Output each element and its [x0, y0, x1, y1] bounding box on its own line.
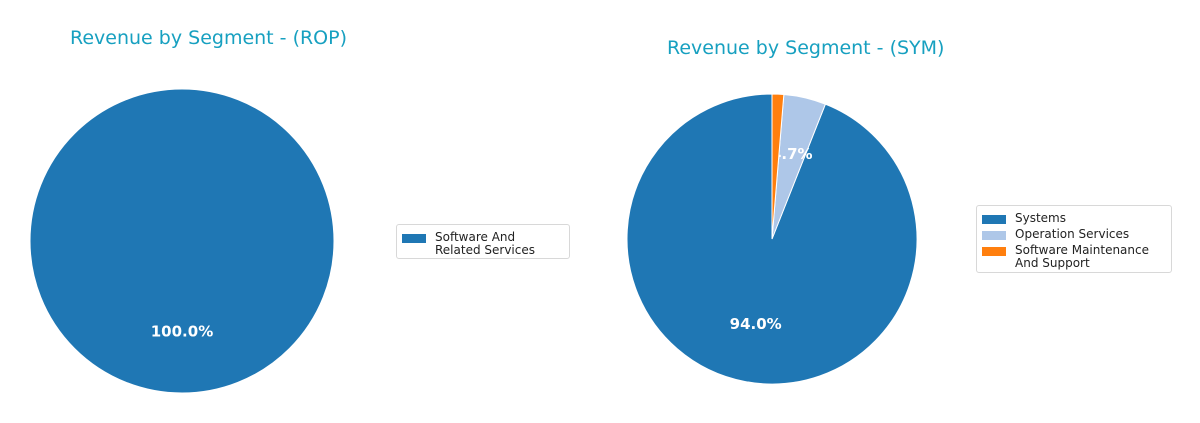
legend-item: Operation Services	[982, 228, 1166, 241]
legend-swatch	[402, 234, 426, 243]
legend-label: Systems	[1015, 211, 1066, 225]
slice-percent-label: 4.7%	[771, 145, 813, 163]
legend-swatch	[982, 231, 1006, 240]
legend-label: Operation Services	[1015, 227, 1130, 241]
legend-swatch	[982, 247, 1006, 256]
legend-label: Software And Related Services	[435, 230, 535, 257]
legend-rop: Software And Related Services	[396, 224, 570, 259]
legend-item: Software And Related Services	[402, 231, 564, 257]
legend-sym: Systems Operation Services Software Main…	[976, 205, 1172, 273]
legend-swatch	[982, 215, 1006, 224]
legend-item: Software Maintenance And Support	[982, 244, 1166, 270]
legend-item: Systems	[982, 212, 1166, 225]
pie-slice	[771, 93, 785, 240]
chart-title-rop: Revenue by Segment - (ROP)	[70, 27, 348, 49]
chart-title-sym: Revenue by Segment - (SYM)	[667, 37, 945, 59]
legend-label: Software Maintenance And Support	[1015, 243, 1149, 270]
pie-slice	[29, 88, 335, 394]
slice-percent-label: 100.0%	[151, 323, 213, 341]
slice-percent-label: 94.0%	[730, 315, 782, 333]
